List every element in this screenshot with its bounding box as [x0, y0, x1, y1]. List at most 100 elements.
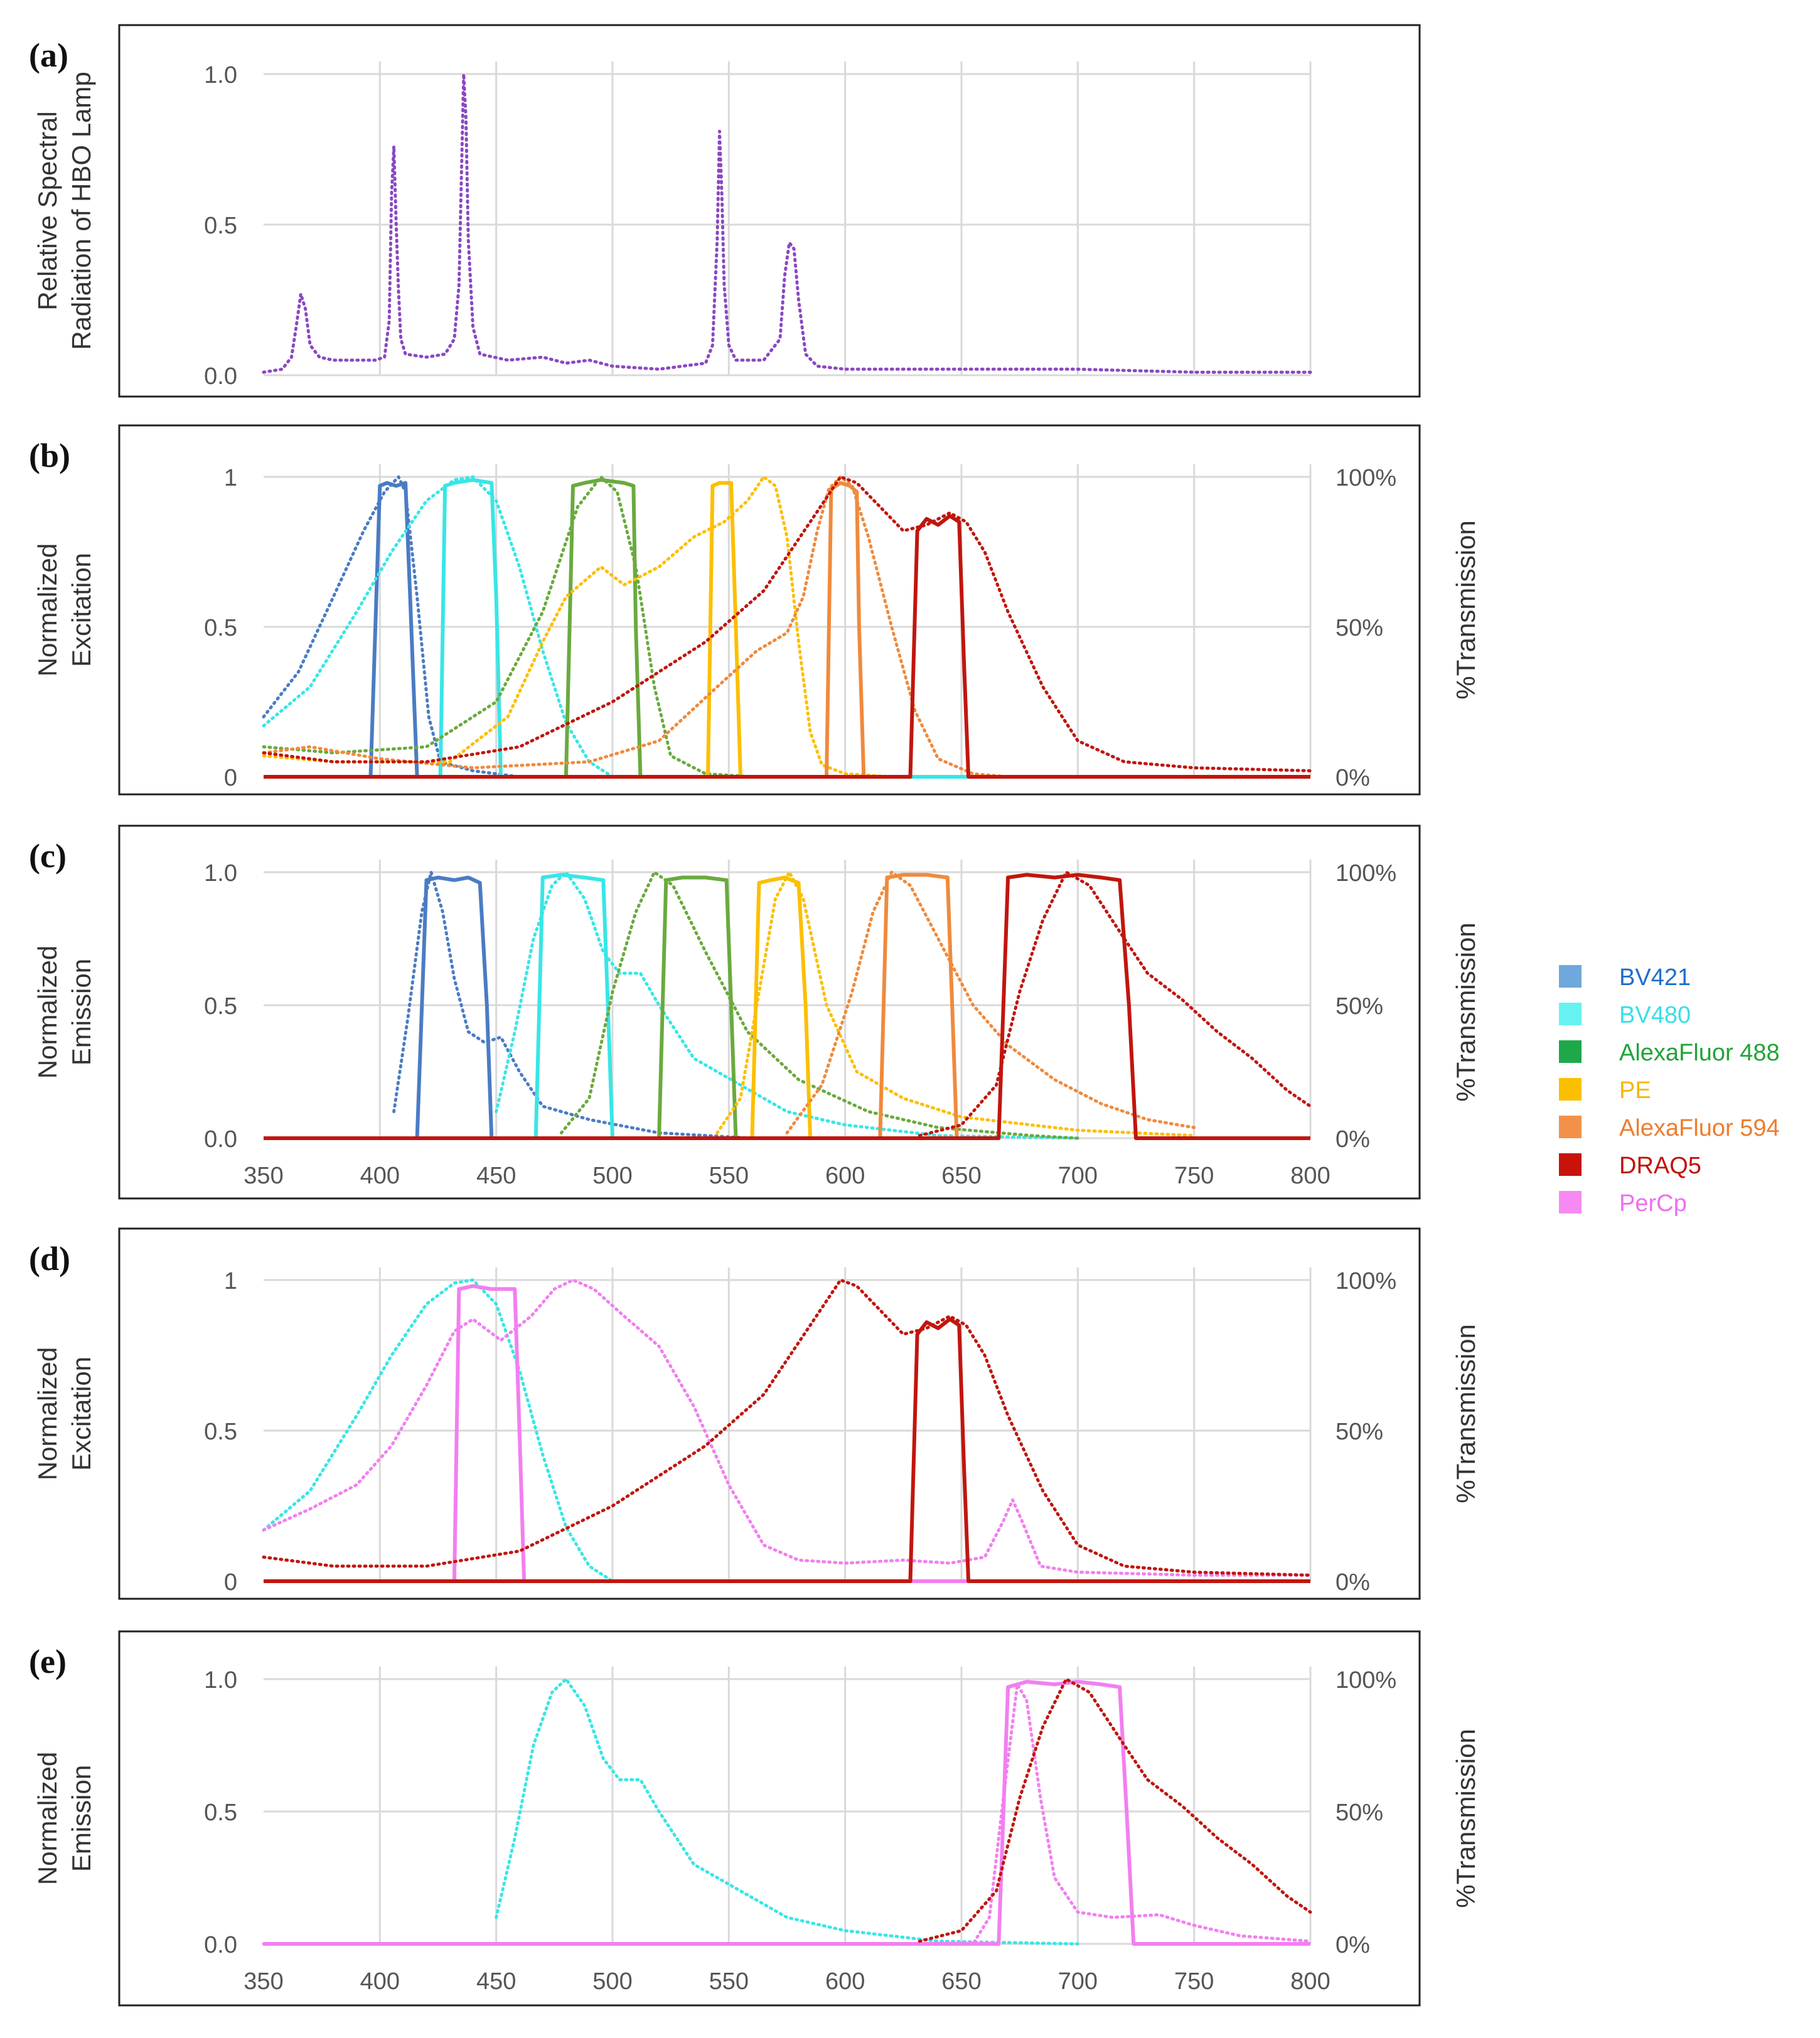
legend-label: AlexaFluor 488	[1619, 1040, 1780, 1066]
y-axis-title: Normalized Excitation	[33, 1347, 96, 1480]
legend: BV421 BV480 AlexaFluor 488 PE AlexaFluor 594…	[1559, 964, 1780, 1217]
y-axis-title-line: Normalized	[33, 946, 62, 1079]
legend-swatch	[1559, 1153, 1582, 1176]
series-draq5-emission	[918, 1677, 1312, 1943]
y-axis-title-line: Normalized	[33, 1347, 62, 1480]
legend-swatch	[1559, 1003, 1582, 1025]
x-tick-label: 600	[825, 1968, 865, 1995]
y-axis-title-line: Radiation of HBO Lamp	[67, 72, 96, 350]
x-tick-label: 700	[1058, 1163, 1098, 1189]
x-tick-label: 350	[244, 1163, 283, 1189]
panel-d: 0 0% 0.5 50% 1 100% (d) Normalized Excitation %Tr…	[29, 1227, 1480, 1600]
panel-frame	[118, 1227, 1421, 1600]
panel-label: (d)	[29, 1240, 70, 1278]
panel-e: 0.0 0% 0.5 50% 1.0 100% (e) Normalized Emission%…	[29, 1630, 1480, 2007]
y-tick-label: 1	[224, 465, 237, 491]
x-tick-label: 750	[1174, 1163, 1214, 1189]
right-axis-title: %Transmission	[1451, 520, 1480, 700]
panel-label: (a)	[29, 36, 68, 74]
x-tick-label: 450	[476, 1163, 516, 1189]
series-af594-excitation	[262, 475, 1010, 779]
right-tick-label: 100%	[1336, 860, 1396, 887]
panel-label: (c)	[29, 837, 67, 875]
legend-swatch	[1559, 1040, 1582, 1063]
legend-label: DRAQ5	[1619, 1153, 1701, 1179]
x-tick-label: 350	[244, 1968, 283, 1995]
y-axis-title-line: Relative Spectral	[33, 111, 62, 310]
x-tick-label: 700	[1058, 1968, 1098, 1995]
y-tick-label: 0	[224, 765, 237, 791]
series-bv421-filter	[264, 875, 494, 1140]
panel-label: (e)	[29, 1643, 67, 1680]
right-tick-label: 50%	[1336, 615, 1383, 641]
x-tick-label: 500	[592, 1163, 632, 1189]
y-tick-label: 0.0	[204, 1126, 237, 1153]
right-tick-label: 50%	[1336, 993, 1383, 1020]
y-tick-label: 0.0	[204, 363, 237, 390]
right-tick-label: 0%	[1336, 1569, 1370, 1596]
series-percp-excitation	[262, 1278, 1312, 1577]
x-tick-label: 450	[476, 1968, 516, 1995]
panel-frame	[118, 1630, 1421, 2007]
y-axis-title: Normalized Emission	[33, 946, 96, 1079]
legend-label: BV421	[1619, 964, 1691, 991]
right-tick-label: 100%	[1336, 465, 1396, 491]
right-axis-title: %Transmission	[1451, 922, 1480, 1102]
series-bv421-emission	[392, 870, 754, 1140]
y-axis-title: Normalized Emission	[33, 1752, 96, 1885]
y-axis-title-line: Excitation	[67, 553, 96, 667]
series-af488-emission	[560, 870, 1079, 1140]
right-tick-label: 100%	[1336, 1667, 1396, 1694]
series-af594-emission	[785, 870, 1196, 1134]
series-draq5-filter	[264, 514, 1310, 779]
series-bv421-excitation	[262, 475, 522, 779]
x-tick-label: 550	[709, 1968, 749, 1995]
legend-item: AlexaFluor 488	[1559, 1040, 1780, 1066]
right-tick-label: 100%	[1336, 1268, 1396, 1294]
series-draq5-filter	[264, 1317, 1310, 1583]
x-tick-label: 650	[941, 1163, 981, 1189]
legend-label: PE	[1619, 1077, 1651, 1104]
y-tick-label: 0.5	[204, 1419, 237, 1445]
right-tick-label: 0%	[1336, 1932, 1370, 1958]
right-axis-title: %Transmission	[1451, 1729, 1480, 1908]
y-tick-label: 0.5	[204, 213, 237, 239]
y-axis-title: Relative Spectral Radiation of HBO Lamp	[33, 72, 96, 350]
y-axis-title-line: Excitation	[67, 1357, 96, 1471]
series-af594-filter	[264, 481, 866, 779]
y-tick-label: 0	[224, 1569, 237, 1596]
series-af488-excitation	[262, 475, 754, 779]
right-axis-title: %Transmission	[1451, 1324, 1480, 1503]
series-percp-filter	[264, 1680, 1310, 1946]
x-tick-label: 750	[1174, 1968, 1214, 1995]
y-tick-label: 0.5	[204, 993, 237, 1020]
series-draq5-excitation	[262, 1278, 1312, 1577]
y-tick-label: 1.0	[204, 1667, 237, 1694]
y-tick-label: 1.0	[204, 62, 237, 88]
legend-label: AlexaFluor 594	[1619, 1115, 1780, 1141]
legend-swatch	[1559, 965, 1582, 988]
panel-label: (b)	[29, 437, 70, 474]
legend-item: PerCp	[1559, 1190, 1687, 1217]
y-axis-title: Normalized Excitation	[33, 543, 96, 676]
series-pe-excitation	[262, 475, 894, 779]
legend-swatch	[1559, 1191, 1582, 1214]
y-tick-label: 0.0	[204, 1932, 237, 1958]
x-tick-label: 400	[360, 1163, 400, 1189]
right-tick-label: 0%	[1336, 1126, 1370, 1153]
legend-label: BV480	[1619, 1002, 1691, 1028]
panel-frame	[118, 24, 1421, 398]
series-bv480-filter	[264, 873, 614, 1140]
series-percp-emission	[262, 1682, 1312, 1946]
right-tick-label: 50%	[1336, 1419, 1383, 1445]
series-bv421-filter	[264, 481, 419, 779]
legend-swatch	[1559, 1116, 1582, 1138]
y-axis-title-line: Emission	[67, 1765, 96, 1872]
series-pe-filter	[264, 875, 813, 1140]
panel-frame	[118, 424, 1421, 796]
x-tick-label: 600	[825, 1163, 865, 1189]
right-tick-label: 50%	[1336, 1800, 1383, 1826]
panel-b: 0 0% 0.5 50% 1 100% (b) Normalized Excitation %Tr…	[29, 424, 1480, 796]
y-tick-label: 0.5	[204, 1800, 237, 1826]
